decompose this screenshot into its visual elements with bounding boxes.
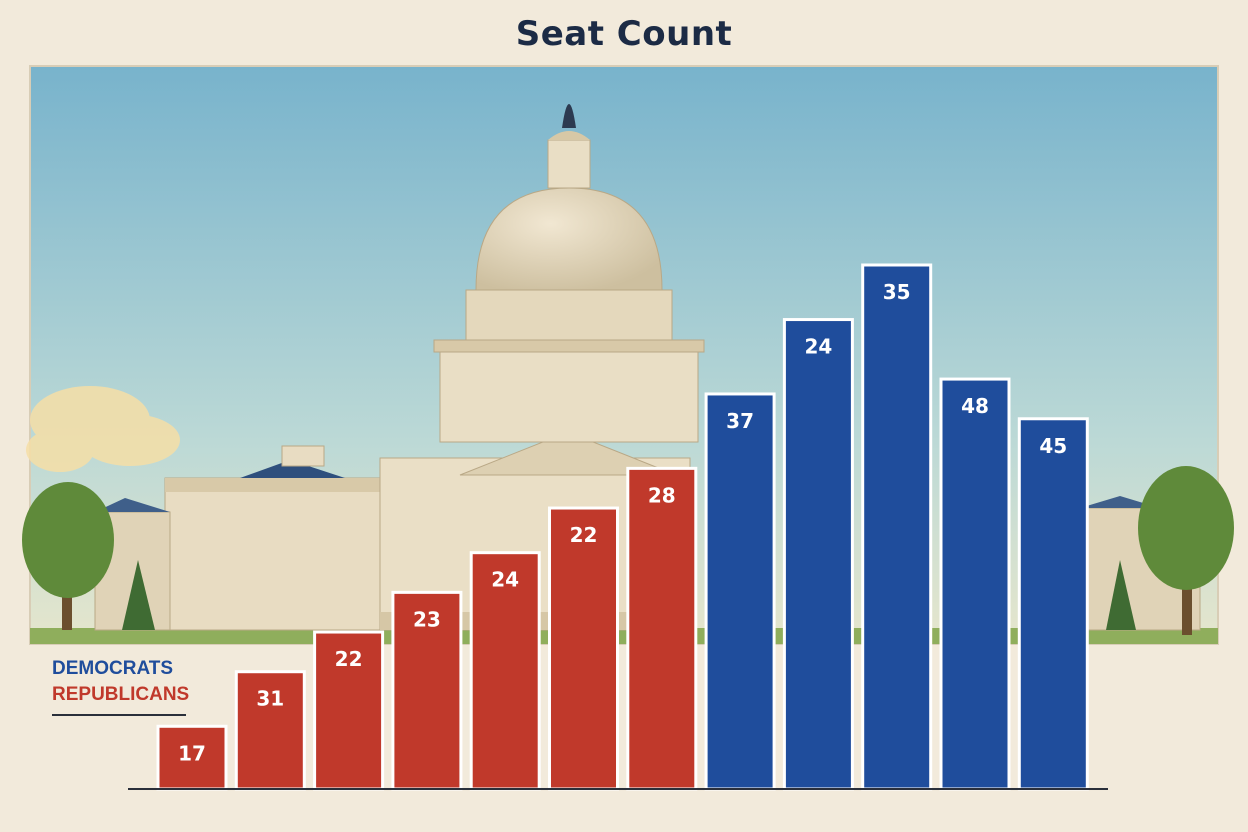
bar-republicans-6: [548, 506, 619, 791]
bar-value-label: 17: [178, 741, 206, 765]
bar-democrats-11: [939, 377, 1011, 791]
bar-value-label: 23: [413, 607, 441, 631]
bar-republicans-7: [626, 466, 698, 791]
bar-value-label: 31: [256, 687, 284, 711]
bar-democrats-10: [861, 263, 933, 791]
bar-value-label: 35: [883, 280, 911, 304]
bar-republicans-4: [391, 590, 463, 791]
bar-value-label: 24: [491, 568, 519, 592]
bar-republicans-1: [156, 724, 228, 791]
capitol-dome: [433, 104, 705, 443]
legend-entry-democrats: DEMOCRATS: [52, 658, 174, 679]
bar-value-label: 22: [335, 647, 363, 671]
bar-republicans-5: [469, 551, 541, 791]
legend: DEMOCRATS REPUBLICANS: [52, 656, 190, 716]
bar-value-label: 48: [961, 394, 989, 418]
bar-republicans-2: [234, 670, 306, 791]
cloud: [26, 386, 180, 472]
bar-democrats-9: [782, 318, 854, 791]
bar-democrats-12: [1017, 417, 1089, 791]
bar-value-label: 45: [1039, 434, 1067, 458]
bar-value-label: 28: [648, 483, 676, 507]
bar-value-label: 37: [726, 409, 754, 433]
bar-democrats-8: [704, 392, 776, 791]
bar-value-label: 22: [570, 523, 598, 547]
chart-title: Seat Count: [515, 14, 733, 54]
tree-left: [22, 482, 155, 630]
legend-entry-republicans: REPUBLICANS: [52, 684, 190, 705]
bar-republicans-3: [313, 630, 385, 791]
bar-value-label: 24: [804, 335, 832, 359]
tree-right: [1106, 466, 1234, 635]
